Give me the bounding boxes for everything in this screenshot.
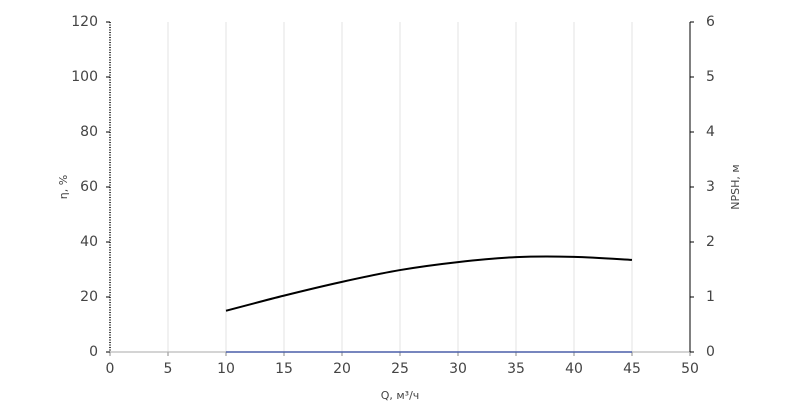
y2-tick-label: 3 — [706, 179, 715, 195]
x-tick-label: 30 — [449, 361, 467, 377]
x-tick-label: 15 — [275, 361, 293, 377]
x-tick-label: 5 — [164, 361, 173, 377]
y2-axis-label: NPSH, м — [729, 164, 742, 209]
y-tick-label: 120 — [71, 14, 98, 30]
y-tick-label: 20 — [80, 289, 98, 305]
y-tick-label: 60 — [80, 179, 98, 195]
x-tick-label: 40 — [565, 361, 583, 377]
y2-tick-label: 4 — [706, 124, 715, 140]
y2-tick-label: 2 — [706, 234, 715, 250]
y-axis-label: η, % — [57, 175, 70, 199]
x-axis-label: Q, м³/ч — [381, 389, 420, 402]
x-tick-label: 0 — [106, 361, 115, 377]
x-tick-label: 20 — [333, 361, 351, 377]
series-line — [225, 255, 633, 312]
y2-tick-label: 6 — [706, 14, 715, 30]
x-tick-label: 50 — [681, 361, 699, 377]
y-tick-label: 80 — [80, 124, 98, 140]
x-tick-label: 25 — [391, 361, 409, 377]
y-tick-label: 40 — [80, 234, 98, 250]
y2-tick-label: 0 — [706, 344, 715, 360]
y-tick-label: 100 — [71, 69, 98, 85]
y2-tick-label: 5 — [706, 69, 715, 85]
x-tick-label: 35 — [507, 361, 525, 377]
y2-tick-label: 1 — [706, 289, 715, 305]
y-tick-label: 0 — [89, 344, 98, 360]
x-tick-label: 10 — [217, 361, 235, 377]
x-tick-label: 45 — [623, 361, 641, 377]
